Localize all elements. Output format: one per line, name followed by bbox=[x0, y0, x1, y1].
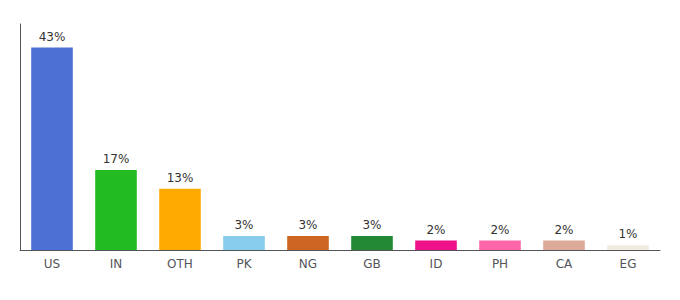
svg-text:3%: 3% bbox=[298, 218, 317, 232]
svg-text:13%: 13% bbox=[167, 171, 194, 185]
svg-text:2%: 2% bbox=[554, 223, 573, 237]
svg-text:17%: 17% bbox=[103, 152, 130, 166]
svg-text:US: US bbox=[44, 257, 60, 271]
svg-text:EG: EG bbox=[620, 257, 637, 271]
svg-text:GB: GB bbox=[363, 257, 381, 271]
svg-text:IN: IN bbox=[110, 257, 123, 271]
svg-text:3%: 3% bbox=[362, 218, 381, 232]
svg-text:PH: PH bbox=[492, 257, 508, 271]
svg-text:2%: 2% bbox=[426, 223, 445, 237]
svg-text:2%: 2% bbox=[490, 223, 509, 237]
svg-text:ID: ID bbox=[430, 257, 443, 271]
svg-text:CA: CA bbox=[556, 257, 573, 271]
svg-text:3%: 3% bbox=[234, 218, 253, 232]
svg-text:1%: 1% bbox=[618, 227, 637, 241]
svg-text:OTH: OTH bbox=[167, 257, 193, 271]
svg-text:NG: NG bbox=[299, 257, 317, 271]
svg-text:PK: PK bbox=[236, 257, 252, 271]
svg-text:43%: 43% bbox=[39, 30, 66, 44]
